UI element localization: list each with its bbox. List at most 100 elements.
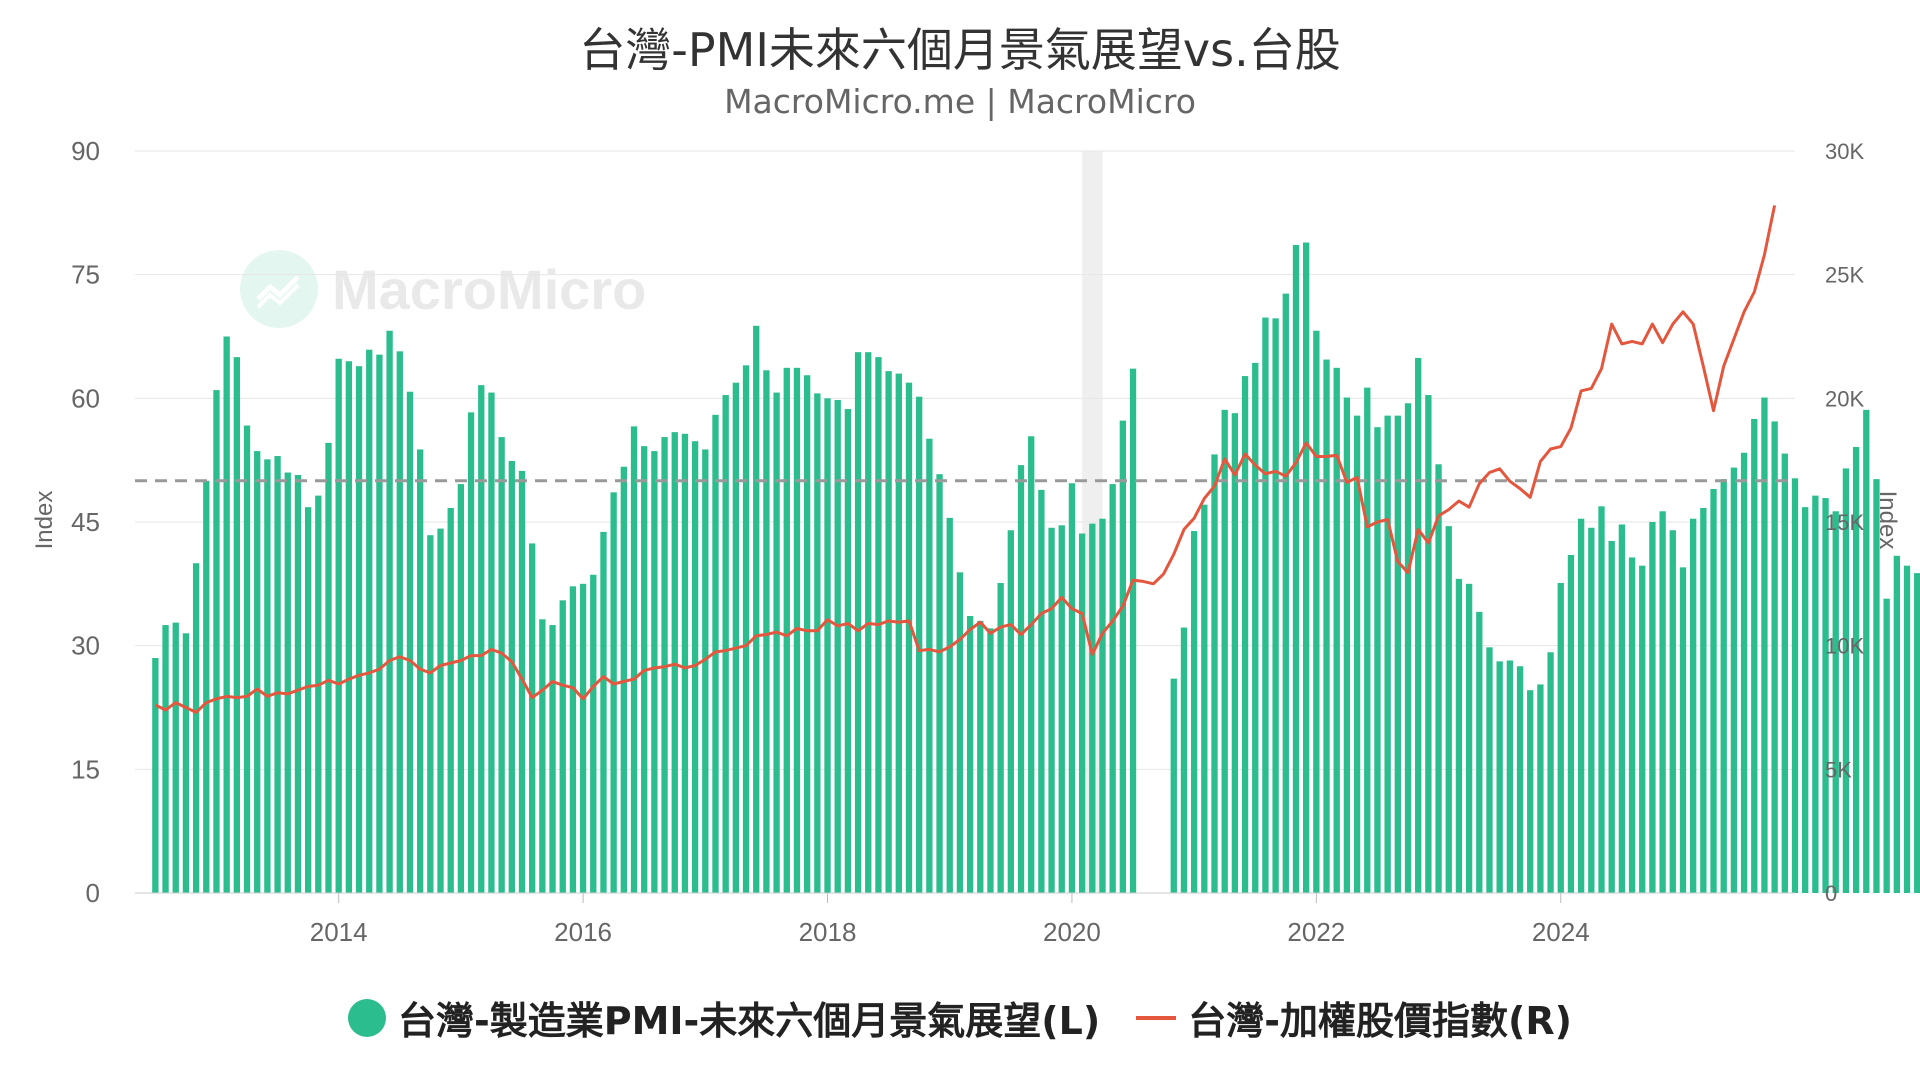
pmi-bar[interactable] xyxy=(1537,684,1544,893)
pmi-bar[interactable] xyxy=(1557,583,1564,893)
pmi-bar[interactable] xyxy=(895,373,902,894)
pmi-bar[interactable] xyxy=(1710,489,1717,893)
pmi-bar[interactable] xyxy=(691,441,699,893)
pmi-bar[interactable] xyxy=(1618,524,1626,893)
pmi-bar[interactable] xyxy=(1465,583,1473,893)
pmi-bar[interactable] xyxy=(274,456,281,893)
pmi-bar[interactable] xyxy=(1323,359,1330,893)
pmi-bar[interactable] xyxy=(1690,518,1697,893)
pmi-bar[interactable] xyxy=(213,390,220,893)
pmi-bar[interactable] xyxy=(1842,468,1850,893)
pmi-bar[interactable] xyxy=(1231,413,1239,893)
pmi-bar[interactable] xyxy=(1679,567,1687,893)
pmi-bar[interactable] xyxy=(1221,409,1228,893)
pmi-bar[interactable] xyxy=(732,382,740,893)
pmi-bar[interactable] xyxy=(1211,454,1218,893)
pmi-bar[interactable] xyxy=(559,600,566,893)
pmi-bar[interactable] xyxy=(630,426,638,893)
pmi-bar[interactable] xyxy=(1649,522,1656,893)
pmi-bar[interactable] xyxy=(1058,525,1065,893)
pmi-bar[interactable] xyxy=(600,531,607,893)
pmi-bar[interactable] xyxy=(1394,415,1401,893)
pmi-bar[interactable] xyxy=(1852,446,1860,893)
pmi-bar[interactable] xyxy=(824,398,831,893)
pmi-bar[interactable] xyxy=(1435,464,1442,893)
pmi-bar[interactable] xyxy=(1282,293,1289,893)
pmi-bar[interactable] xyxy=(671,432,678,893)
pmi-bar[interactable] xyxy=(508,460,515,893)
pmi-bar[interactable] xyxy=(1180,627,1188,893)
pmi-bar[interactable] xyxy=(345,361,353,893)
pmi-bar[interactable] xyxy=(294,475,302,893)
pmi-bar[interactable] xyxy=(529,543,536,893)
pmi-bar[interactable] xyxy=(1802,507,1809,893)
pmi-bar[interactable] xyxy=(590,574,597,893)
pmi-bar[interactable] xyxy=(1751,418,1758,893)
pmi-bar[interactable] xyxy=(814,393,821,893)
pmi-bar[interactable] xyxy=(1292,244,1300,893)
taiex-line[interactable] xyxy=(154,205,1777,714)
pmi-bar[interactable] xyxy=(1914,573,1920,893)
pmi-bar[interactable] xyxy=(366,349,373,893)
pmi-bar[interactable] xyxy=(1364,387,1371,893)
pmi-bar[interactable] xyxy=(386,330,393,893)
pmi-bar[interactable] xyxy=(1506,660,1514,893)
pmi-bar[interactable] xyxy=(162,625,169,893)
pmi-bar[interactable] xyxy=(1119,420,1127,893)
pmi-bar[interactable] xyxy=(1527,690,1534,893)
pmi-bar[interactable] xyxy=(1303,242,1310,894)
pmi-bar[interactable] xyxy=(946,517,953,893)
pmi-bar[interactable] xyxy=(1252,362,1259,894)
pmi-bar[interactable] xyxy=(1791,478,1799,893)
pmi-bar[interactable] xyxy=(1374,427,1381,893)
pmi-bar[interactable] xyxy=(1241,376,1249,893)
pmi-bar[interactable] xyxy=(753,325,760,893)
pmi-bar[interactable] xyxy=(254,451,261,893)
pmi-bar[interactable] xyxy=(1720,479,1727,893)
pmi-bar[interactable] xyxy=(233,357,240,894)
pmi-bar[interactable] xyxy=(926,438,933,893)
pmi-bar[interactable] xyxy=(844,409,852,893)
pmi-bar[interactable] xyxy=(681,433,689,893)
pmi-bar[interactable] xyxy=(742,365,750,893)
pmi-bar[interactable] xyxy=(916,396,923,893)
pmi-bar[interactable] xyxy=(427,535,434,893)
pmi-bar[interactable] xyxy=(651,451,658,893)
pmi-bar[interactable] xyxy=(1639,565,1646,893)
pmi-bar[interactable] xyxy=(997,583,1004,893)
pmi-bar[interactable] xyxy=(1577,518,1585,893)
pmi-bar[interactable] xyxy=(1547,652,1554,893)
pmi-bar[interactable] xyxy=(1567,554,1575,893)
pmi-bar[interactable] xyxy=(773,392,780,893)
pmi-bar[interactable] xyxy=(182,633,190,893)
pmi-bar[interactable] xyxy=(1415,357,1422,893)
pmi-bar[interactable] xyxy=(579,583,587,893)
pmi-bar[interactable] xyxy=(1313,330,1320,893)
pmi-bar[interactable] xyxy=(1038,489,1045,893)
pmi-bar[interactable] xyxy=(1588,527,1595,893)
pmi-bar[interactable] xyxy=(956,572,964,893)
pmi-bar[interactable] xyxy=(488,392,495,893)
pmi-bar[interactable] xyxy=(1822,498,1829,893)
pmi-bar[interactable] xyxy=(1893,555,1900,893)
pmi-bar[interactable] xyxy=(1873,479,1880,893)
pmi-bar[interactable] xyxy=(416,449,424,893)
pmi-bar[interactable] xyxy=(478,385,485,893)
pmi-bar[interactable] xyxy=(1740,452,1748,893)
pmi-bar[interactable] xyxy=(1007,530,1014,893)
pmi-bar[interactable] xyxy=(284,472,291,893)
pmi-bar[interactable] xyxy=(987,628,994,893)
pmi-bar[interactable] xyxy=(264,459,271,893)
pmi-bar[interactable] xyxy=(1089,523,1096,893)
pmi-bar[interactable] xyxy=(152,658,159,893)
pmi-bar[interactable] xyxy=(1201,504,1208,893)
pmi-bar[interactable] xyxy=(1628,557,1636,893)
pmi-bar[interactable] xyxy=(1333,367,1340,894)
pmi-bar[interactable] xyxy=(1262,317,1269,893)
pmi-bar[interactable] xyxy=(355,366,363,893)
pmi-bar[interactable] xyxy=(172,622,179,893)
pmi-bar[interactable] xyxy=(793,367,801,894)
pmi-bar[interactable] xyxy=(376,354,383,893)
pmi-bar[interactable] xyxy=(1017,465,1025,893)
pmi-bar[interactable] xyxy=(1170,678,1177,893)
